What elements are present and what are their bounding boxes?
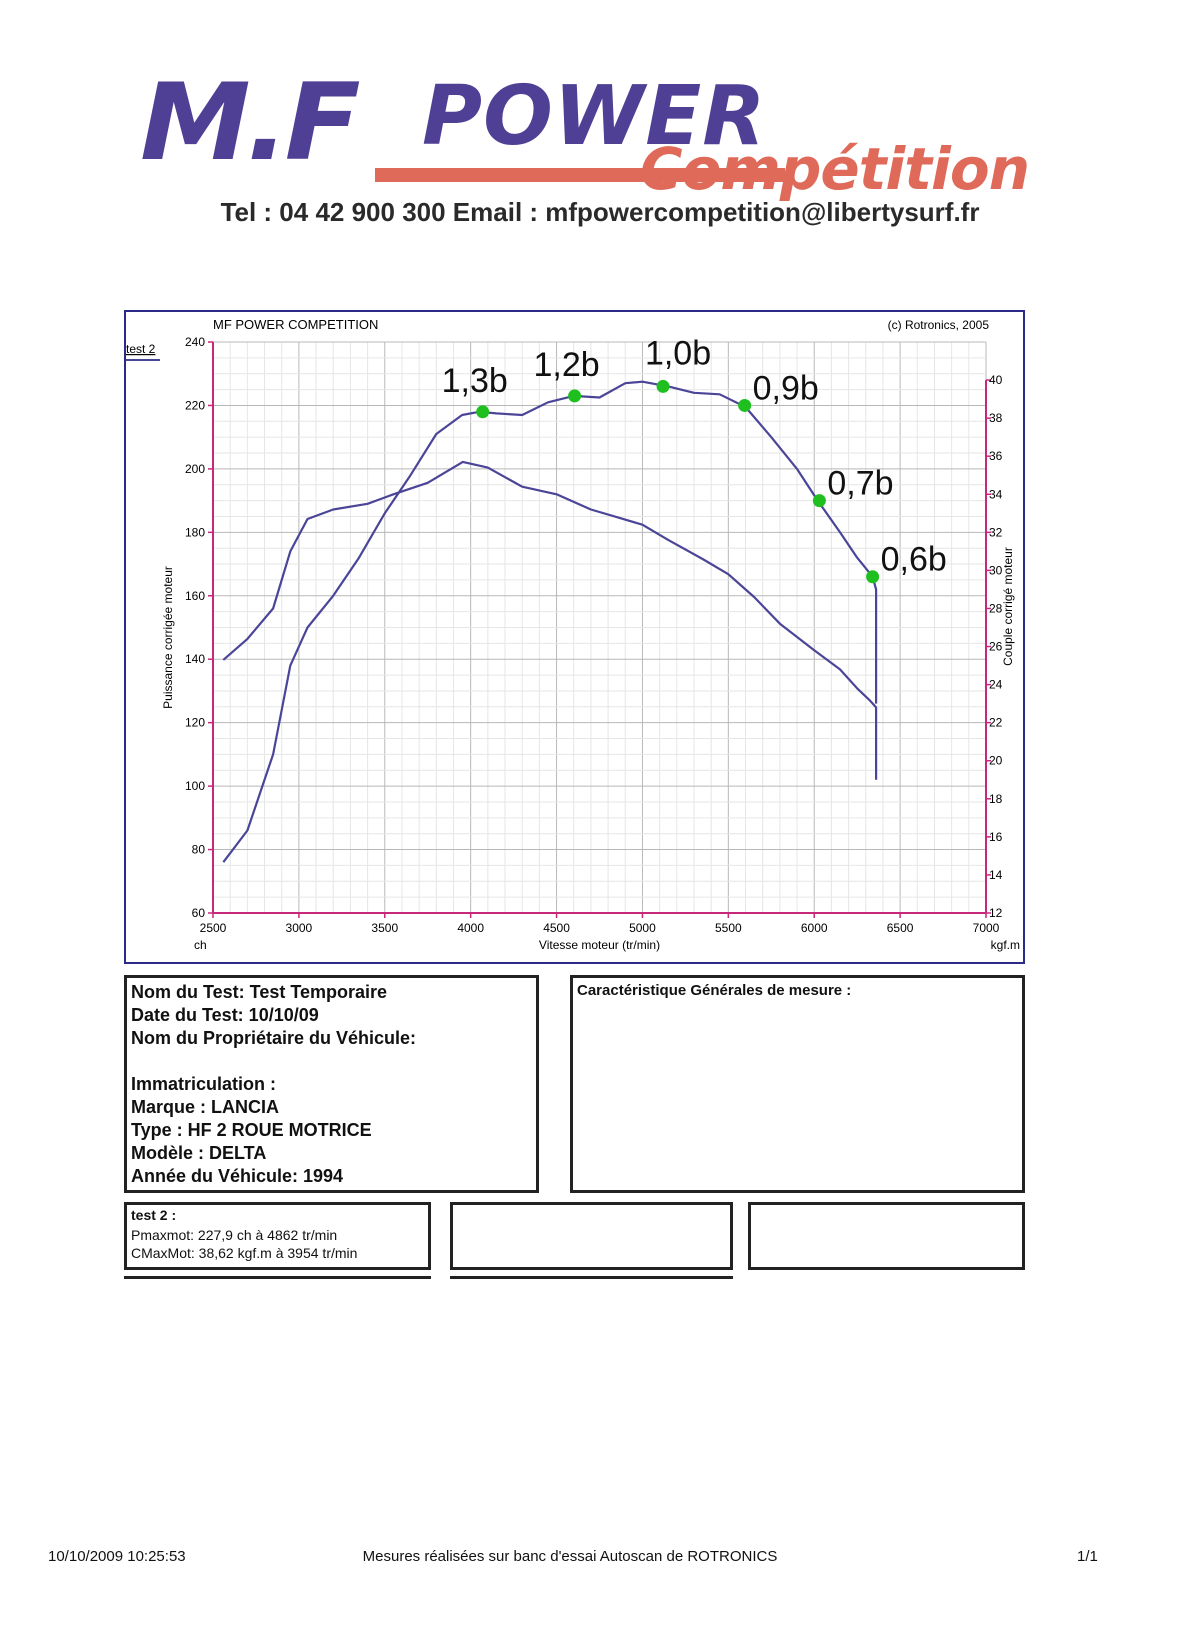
contact-line: Tel : 04 42 900 300 Email : mfpowercompe… [220,197,980,227]
vehicle-model: Modèle : DELTA [131,1143,267,1163]
y-tick-label: 120 [185,716,205,730]
chart-header-title: MF POWER COMPETITION [213,317,378,332]
torque-curve [222,460,878,780]
y-tick-label: 60 [192,906,206,920]
y2-tick-label: 40 [989,373,1003,387]
y2-tick-label: 36 [989,449,1003,463]
boost-label: 1,2b [533,346,599,384]
y2-tick-label: 32 [989,525,1003,539]
divider-rule [124,1276,431,1279]
y2-tick-label: 12 [989,906,1003,920]
print-datetime: 10/10/2009 10:25:53 [48,1548,186,1565]
y-tick-label: 80 [192,843,206,857]
y2-tick-label: 34 [989,487,1003,501]
empty-summary-box [748,1202,1025,1270]
y2-tick-label: 28 [989,601,1003,615]
logo-underline [375,168,785,182]
y-tick-label: 140 [185,652,205,666]
x-tick-label: 5500 [715,921,742,935]
vehicle-year: Année du Véhicule: 1994 [131,1166,344,1186]
x-tick-label: 4500 [543,921,570,935]
y-tick-label: 240 [185,335,205,349]
divider-rule [450,1276,733,1279]
test-summary-box: test 2 : Pmaxmot: 227,9 ch à 4862 tr/min… [124,1202,431,1270]
x-tick-label: 7000 [973,921,1000,935]
y2-tick-label: 22 [989,716,1003,730]
boost-label: 1,3b [442,362,508,400]
measurement-characteristics-box: Caractéristique Générales de mesure : [570,975,1025,1193]
boost-marker [476,405,490,419]
test-summary-title: test 2 : [131,1207,177,1223]
chart-copyright: (c) Rotronics, 2005 [888,318,990,332]
y-tick-label: 100 [185,779,205,793]
y-tick-label: 220 [185,398,205,412]
boost-marker [866,570,880,584]
x-tick-label: 5000 [629,921,656,935]
logo-mf-text: M.F [140,61,361,184]
boost-marker [738,398,752,412]
boost-marker [568,389,582,403]
x-tick-label: 6000 [801,921,828,935]
max-power: Pmaxmot: 227,9 ch à 4862 tr/min [131,1227,338,1243]
y-tick-label: 180 [185,525,205,539]
chart-frame [124,310,1025,964]
test-name: Nom du Test: Test Temporaire [131,982,388,1002]
boost-label: 0,7b [827,465,893,503]
boost-marker [656,379,670,393]
company-logo: M.F POWER Compétition [140,70,1060,210]
dyno-chart: 60 80 100 120 140 160 180 200 220 240 12 14 16 18 20 22… [126,317,1020,952]
registration: Immatriculation : [131,1074,277,1094]
x-tick-label: 3000 [286,921,313,935]
y2-tick-label: 20 [989,754,1003,768]
boost-label: 0,9b [753,369,819,407]
y2-tick-label: 38 [989,411,1003,425]
x-tick-label: 4000 [457,921,484,935]
empty-summary-box [450,1202,733,1270]
x-tick-label: 6500 [887,921,914,935]
y2-tick-label: 30 [989,563,1003,577]
left-unit-label: ch [194,938,207,952]
owner-name: Nom du Propriétaire du Véhicule: [131,1028,417,1048]
y2-axis-label: Couple corrigé moteur [1001,547,1015,666]
y-axis-label: Puissance corrigée moteur [161,566,175,709]
logo-competition-text: Compétition [640,135,1030,203]
vehicle-type: Type : HF 2 ROUE MOTRICE [131,1120,372,1140]
vehicle-brand: Marque : LANCIA [131,1097,279,1117]
x-tick-label: 3500 [371,921,398,935]
boost-marker [812,494,826,508]
right-unit-label: kgf.m [991,938,1020,952]
legend-label: test 2 [126,342,156,356]
power-curve [222,380,878,863]
y-tick-label: 160 [185,589,205,603]
vehicle-info-box: Nom du Test: Test Temporaire Date du Tes… [124,975,539,1193]
y-tick-label: 200 [185,462,205,476]
boost-label: 1,0b [645,334,711,372]
x-tick-label: 2500 [200,921,227,935]
x-axis-label: Vitesse moteur (tr/min) [539,938,660,952]
logo-power-text: POWER [422,69,767,164]
page-number: 1/1 [1077,1548,1098,1565]
footer-note: Mesures réalisées sur banc d'essai Autos… [362,1548,778,1565]
y2-tick-label: 26 [989,640,1003,654]
characteristics-title: Caractéristique Générales de mesure : [577,982,852,999]
y2-tick-label: 24 [989,678,1003,692]
boost-label: 0,6b [881,541,947,579]
max-torque: CMaxMot: 38,62 kgf.m à 3954 tr/min [131,1245,358,1261]
test-date: Date du Test: 10/10/09 [131,1005,319,1025]
y2-tick-label: 14 [989,868,1003,882]
y2-tick-label: 18 [989,792,1003,806]
y2-tick-label: 16 [989,830,1003,844]
